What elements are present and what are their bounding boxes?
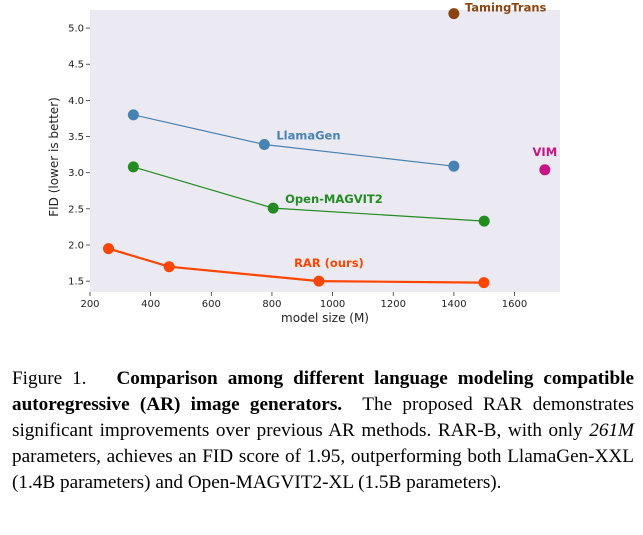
y-tick-label: 3.0 bbox=[68, 168, 84, 179]
x-tick-label: 600 bbox=[202, 299, 221, 310]
x-tick-label: 800 bbox=[262, 299, 281, 310]
y-tick-label: 2.5 bbox=[68, 204, 84, 215]
series-label-rar-ours: RAR (ours) bbox=[294, 256, 364, 270]
y-tick-label: 2.0 bbox=[68, 241, 84, 252]
y-tick-label: 3.5 bbox=[68, 132, 84, 143]
y-tick-label: 5.0 bbox=[68, 24, 84, 35]
x-tick-label: 1000 bbox=[320, 299, 345, 310]
data-point-rar-ours bbox=[163, 261, 175, 273]
data-point-open-magvit2 bbox=[127, 161, 139, 173]
chart-figure: 200 400 600 800 1000 1200 1400 1600 1.5 2.0 2.5 3.0… bbox=[47, 1, 560, 325]
caption-emphasis: 261M bbox=[589, 420, 635, 441]
x-tick-label: 200 bbox=[80, 299, 99, 310]
x-tick-label: 1200 bbox=[380, 299, 405, 310]
y-tick-label: 4.0 bbox=[68, 96, 84, 107]
data-point-tamingtrans bbox=[448, 8, 460, 20]
x-axis-label: model size (M) bbox=[281, 311, 369, 325]
y-axis-label: FID (lower is better) bbox=[47, 97, 61, 217]
data-point-llamagen bbox=[258, 138, 270, 150]
data-point-llamagen bbox=[448, 160, 460, 172]
y-tick-label: 1.5 bbox=[68, 277, 84, 288]
caption-prefix: Figure 1. bbox=[12, 368, 87, 389]
series-label-tamingtrans: TamingTrans bbox=[465, 1, 547, 15]
series-label-vim: VIM bbox=[533, 145, 558, 159]
chart-svg: 200 400 600 800 1000 1200 1400 1600 1.5 2.0 2.5 3.0… bbox=[47, 1, 560, 325]
caption-text-1: The proposed RAR demonstrates significan… bbox=[12, 394, 634, 441]
x-tick-label: 1600 bbox=[502, 299, 527, 310]
data-point-rar-ours bbox=[313, 275, 325, 287]
x-tick-label: 400 bbox=[141, 299, 160, 310]
series-label-open-magvit2: Open-MAGVIT2 bbox=[285, 192, 383, 206]
y-tick-label: 4.5 bbox=[68, 60, 84, 71]
data-point-llamagen bbox=[127, 109, 139, 121]
data-point-rar-ours bbox=[102, 243, 114, 255]
data-point-open-magvit2 bbox=[267, 202, 279, 214]
figure-caption: Figure 1. Comparison among different lan… bbox=[12, 366, 634, 496]
data-point-open-magvit2 bbox=[478, 215, 490, 227]
x-tick-label: 1400 bbox=[441, 299, 466, 310]
series-line-rar-ours bbox=[108, 247, 484, 284]
data-point-vim bbox=[539, 164, 551, 176]
data-point-rar-ours bbox=[478, 277, 490, 289]
series-label-llamagen: LlamaGen bbox=[276, 128, 340, 142]
caption-title: Comparison among different language mode… bbox=[12, 368, 634, 415]
caption-text-2: parameters, achieves an FID score of 1.9… bbox=[12, 446, 634, 493]
